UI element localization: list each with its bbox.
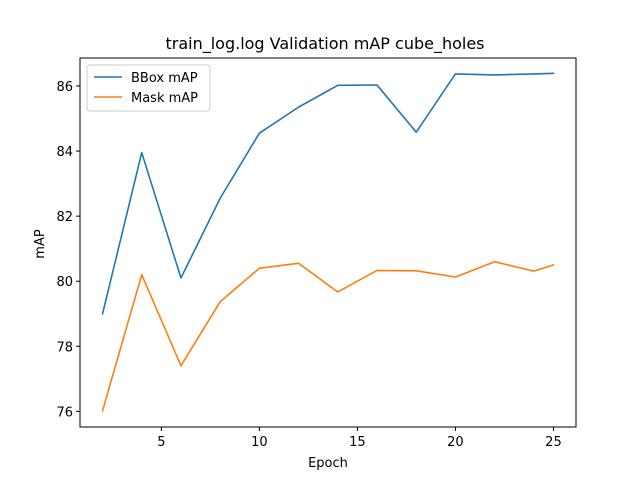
y-tick-label: 76: [56, 405, 73, 420]
x-tick-label: 25: [545, 435, 562, 450]
y-tick-label: 86: [56, 80, 73, 95]
x-tick-label: 15: [349, 435, 366, 450]
x-tick-label: 5: [157, 435, 165, 450]
legend-label: Mask mAP: [131, 91, 198, 106]
series-lines: [101, 72, 555, 412]
x-tick-label: 10: [251, 435, 268, 450]
y-tick-label: 82: [56, 210, 73, 225]
axis-ticks: 5 10 15 20 25 76 78 80 82 84 86: [56, 80, 561, 450]
y-tick-label: 84: [56, 145, 73, 160]
chart-title: train_log.log Validation mAP cube_holes: [165, 34, 484, 54]
plot-frame: [79, 57, 577, 428]
y-tick-label: 78: [56, 340, 73, 355]
x-axis-label: Epoch: [308, 456, 348, 471]
series-line-mask-map: [101, 260, 555, 412]
legend-label: BBox mAP: [131, 71, 198, 86]
series-line-bbox-map: [101, 72, 555, 315]
y-axis-label: mAP: [33, 229, 48, 259]
legend: BBox mAP Mask mAP: [86, 64, 211, 112]
x-tick-label: 20: [447, 435, 464, 450]
y-tick-label: 80: [56, 275, 73, 290]
